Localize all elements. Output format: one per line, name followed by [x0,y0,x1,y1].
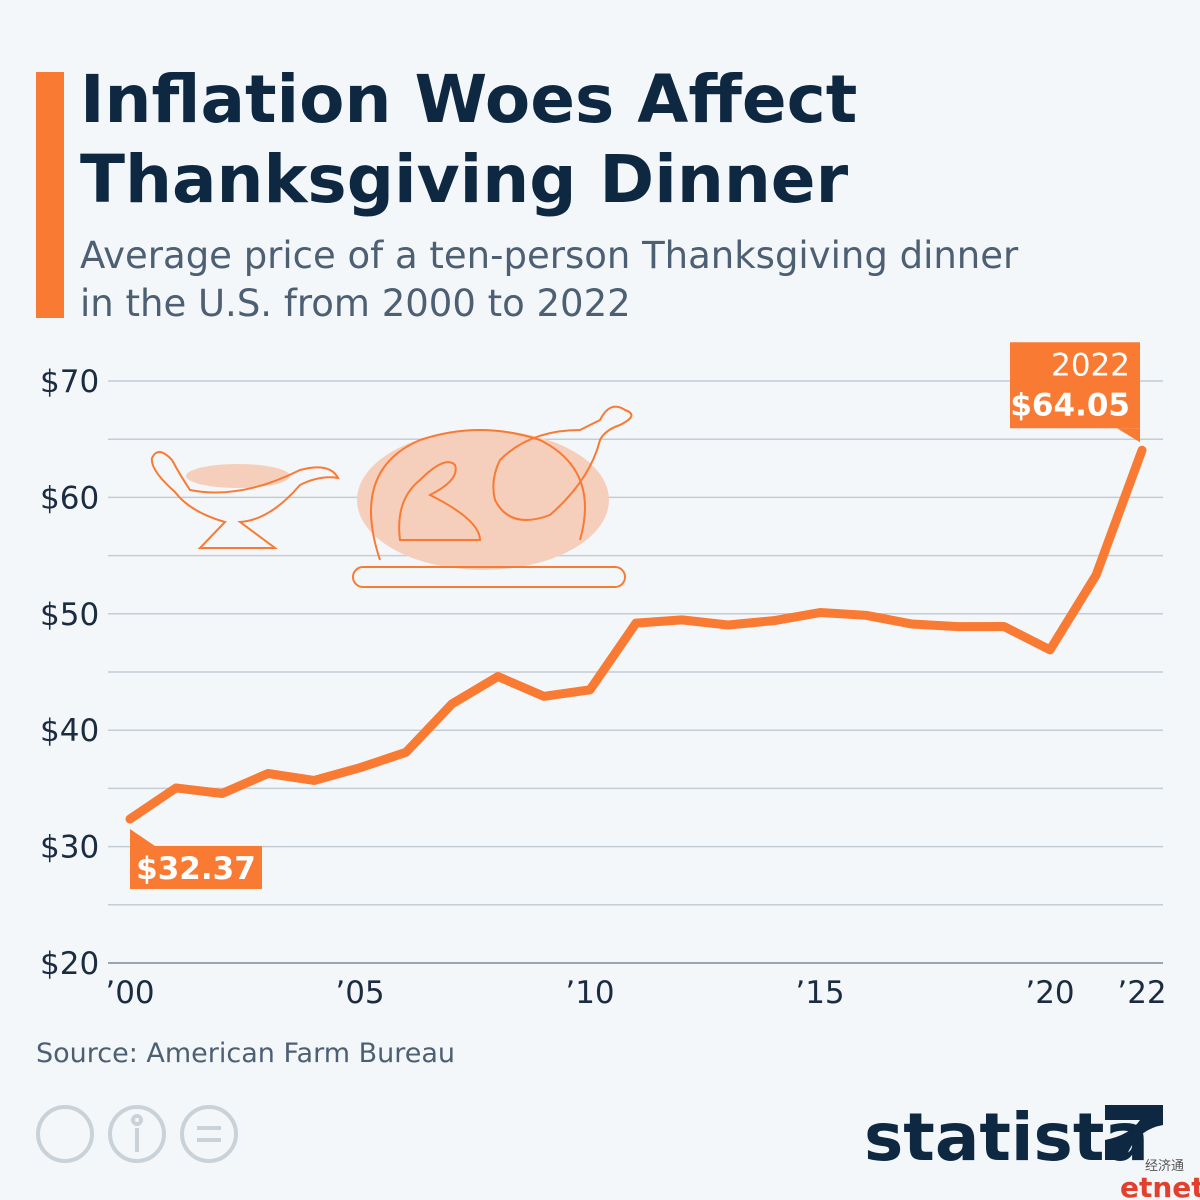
y-tick-label: $40 [40,713,99,749]
title-accent [36,72,64,318]
label-pointer [1117,428,1140,443]
chart-title: Inflation Woes Affect Thanksgiving Dinner [80,61,857,218]
watermark: 经济通 [1145,1159,1184,1174]
data-label: $64.05 [1010,387,1130,423]
turkey-icon [352,405,633,588]
y-tick-label: $20 [40,946,99,982]
chart-subtitle: Average price of a ten-person Thanksgivi… [80,234,1019,325]
label-pointer [130,829,155,847]
x-tick-label: ’00 [105,975,154,1011]
annotation-year: 2022 [1051,347,1130,383]
gravy-boat-icon [150,451,340,549]
x-tick-label: ’20 [1025,975,1074,1011]
y-tick-label: $50 [40,597,99,633]
title-line: Thanksgiving Dinner [80,141,849,218]
x-tick-label: ’05 [335,975,384,1011]
x-tick-label: ’10 [565,975,614,1011]
x-tick-label: ’22 [1117,975,1166,1011]
source: Source: American Farm Bureau [36,1038,455,1069]
title-line: Inflation Woes Affect [80,61,857,138]
subtitle-line: Average price of a ten-person Thanksgivi… [80,234,1019,277]
brand-mark [1105,1105,1163,1160]
label-box [1010,342,1140,429]
label-box [130,846,262,890]
y-tick-label: $30 [40,830,99,866]
y-tick-label: $60 [40,480,99,516]
line-series [125,445,1147,824]
data-label: $32.37 [136,851,256,887]
license-icons [36,1105,238,1163]
brand-logo: statista [864,1099,1149,1176]
x-tick-label: ’15 [795,975,844,1011]
subtitle-line: in the U.S. from 2000 to 2022 [80,282,631,325]
y-tick-label: $70 [40,364,99,400]
watermark: etnet [1120,1171,1200,1200]
